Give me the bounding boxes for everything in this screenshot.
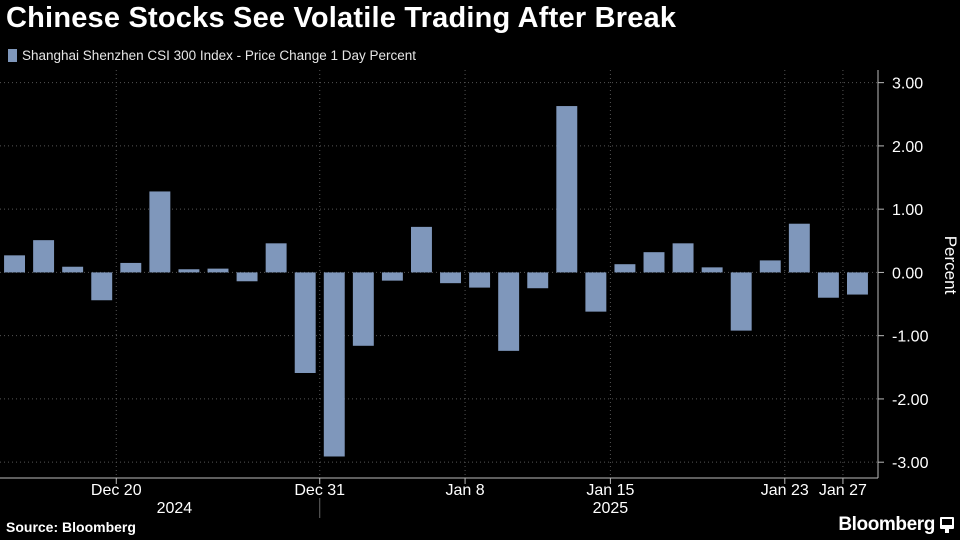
chart-title: Chinese Stocks See Volatile Trading Afte… — [6, 2, 677, 34]
legend-label: Shanghai Shenzhen CSI 300 Index - Price … — [22, 48, 416, 63]
y-axis-label: Percent — [941, 236, 960, 295]
axes: 3.00 2.00 1.00 0.00 -1.00 -2.00 -3.00 Dec 20 Dec… — [0, 70, 929, 518]
bar-29 — [847, 272, 868, 295]
bar-22 — [643, 252, 665, 273]
year-label-0: 2024 — [157, 500, 193, 517]
bar-12 — [352, 272, 374, 346]
bar-15 — [440, 272, 461, 284]
terminal-icon — [940, 517, 954, 533]
grid-lines — [0, 70, 878, 478]
bar-8 — [236, 272, 258, 282]
bar-26 — [759, 260, 781, 273]
bar-14 — [411, 226, 432, 273]
y-tick-label-5: -2.00 — [892, 392, 929, 409]
bar-20 — [585, 272, 607, 312]
x-tick-label-3: Jan 15 — [586, 482, 634, 499]
legend: Shanghai Shenzhen CSI 300 Index - Price … — [8, 48, 416, 63]
bar-9 — [265, 243, 287, 273]
y-tick-label-4: -1.00 — [892, 329, 929, 346]
y-tick-label-2: 1.00 — [892, 202, 923, 219]
bar-3 — [91, 272, 113, 301]
source-note: Source: Bloomberg — [6, 519, 136, 535]
bar-28 — [817, 272, 839, 298]
x-tick-label-5: Jan 27 — [819, 482, 867, 499]
bar-16 — [469, 272, 491, 288]
bar-4 — [120, 262, 142, 273]
legend-swatch — [8, 49, 17, 62]
brand-text: Bloomberg — [838, 514, 935, 535]
y-tick-label-3: 0.00 — [892, 265, 923, 282]
bar-18 — [527, 272, 549, 289]
bar-11 — [323, 272, 345, 457]
bar-17 — [498, 272, 520, 351]
bar-0 — [4, 255, 25, 273]
bar-23 — [672, 243, 694, 273]
bar-21 — [614, 264, 636, 273]
bars — [4, 106, 868, 457]
x-tick-label-4: Jan 23 — [761, 482, 809, 499]
x-tick-label-1: Dec 31 — [294, 482, 345, 499]
y-tick-label-6: -3.00 — [892, 455, 929, 472]
y-tick-label-1: 2.00 — [892, 139, 923, 156]
bar-13 — [381, 272, 403, 281]
bar-25 — [730, 272, 752, 331]
bar-7 — [207, 268, 229, 273]
bar-27 — [788, 223, 810, 273]
bloomberg-logo: Bloomberg — [838, 514, 954, 536]
bar-1 — [33, 240, 55, 273]
x-tick-label-2: Jan 8 — [445, 482, 484, 499]
bar-24 — [701, 267, 723, 273]
bar-2 — [62, 266, 84, 273]
x-tick-label-0: Dec 20 — [91, 482, 142, 499]
y-tick-label-0: 3.00 — [892, 76, 923, 93]
year-label-1: 2025 — [593, 500, 629, 517]
bar-6 — [178, 269, 200, 273]
bar-10 — [294, 272, 316, 373]
bar-5 — [149, 191, 171, 273]
bar-19 — [556, 106, 578, 273]
